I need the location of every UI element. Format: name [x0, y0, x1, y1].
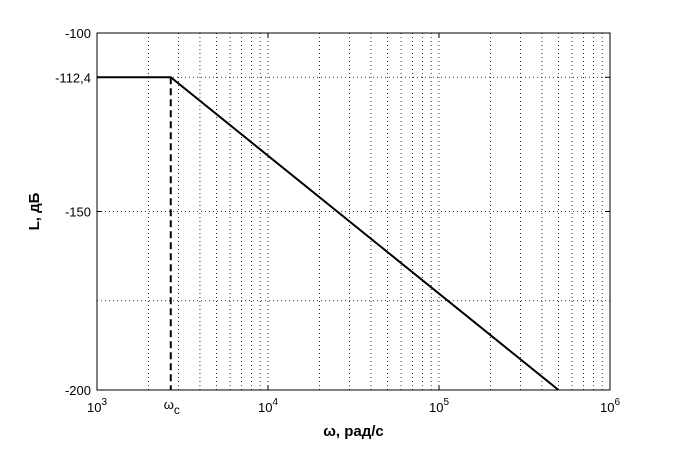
y-tick-label: -112,4: [55, 70, 91, 85]
y-ticks: -100 -112,4 -150 -200: [55, 26, 610, 398]
grid: [97, 33, 610, 390]
x-tick-label: 104: [258, 397, 278, 415]
series-line: [97, 76, 560, 391]
x-tick-label: 103: [87, 397, 107, 415]
y-axis-label: L, дБ: [26, 192, 43, 230]
y-tick-label: -100: [65, 26, 91, 41]
x-axis-label: ω, рад/с: [323, 423, 384, 440]
y-tick-label: -150: [65, 205, 91, 220]
cutoff-frequency-label: ωc: [164, 397, 180, 417]
x-tick-label: 106: [600, 397, 620, 415]
curves: [97, 76, 560, 391]
x-ticks: ωc 103 104 105 106: [87, 33, 620, 417]
x-tick-label: 105: [429, 397, 449, 415]
y-tick-label: -200: [65, 383, 91, 398]
